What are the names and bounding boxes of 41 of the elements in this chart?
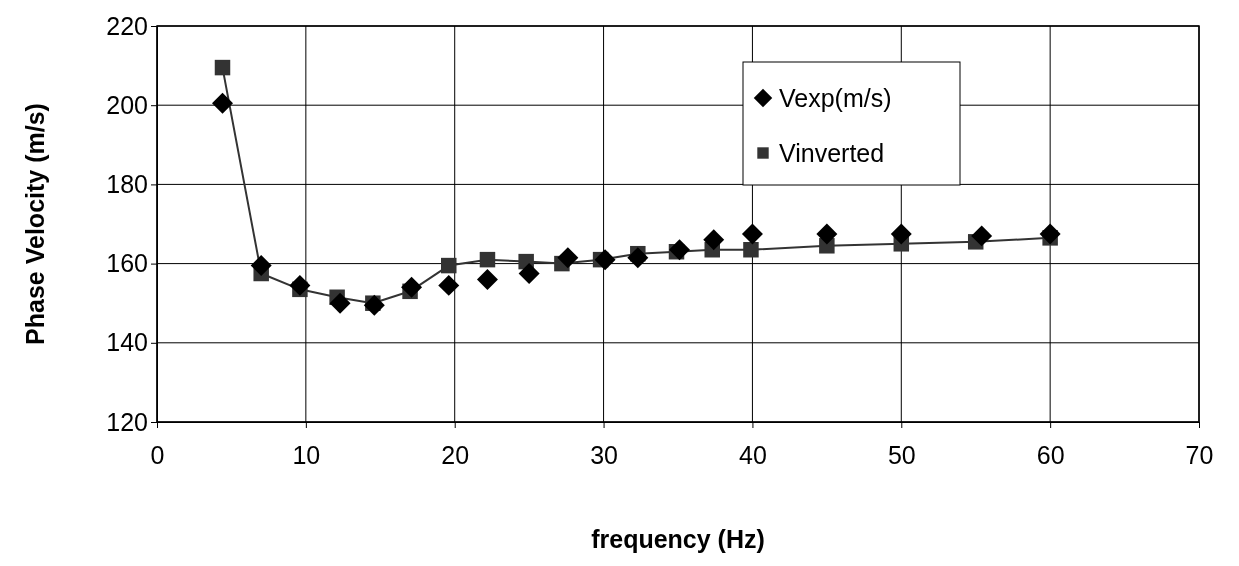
legend-label: Vexp(m/s): [779, 84, 892, 112]
x-tick-label: 30: [590, 440, 618, 469]
y-tick-label: 220: [106, 11, 148, 40]
point: [479, 251, 496, 268]
point: [743, 241, 759, 258]
x-tick-label: 50: [887, 440, 916, 469]
point: [703, 229, 725, 251]
point: [214, 59, 231, 76]
y-tick-label: 180: [106, 169, 148, 198]
x-tick-label: 60: [1036, 440, 1065, 469]
y-axis-title: Phase Velocity (m/s): [21, 103, 49, 345]
point: [1039, 223, 1061, 245]
point: [627, 247, 649, 269]
y-tick-label: 120: [106, 407, 148, 436]
point: [329, 292, 351, 314]
point: [741, 223, 763, 245]
x-axis-title: frequency (Hz): [591, 525, 765, 553]
point: [518, 263, 540, 284]
point: [250, 255, 272, 277]
point: [557, 247, 579, 269]
y-tick-label: 200: [106, 90, 148, 119]
point: [476, 268, 498, 290]
point: [438, 274, 460, 296]
point: [401, 276, 423, 298]
y-tick-label: 140: [106, 328, 148, 357]
x-tick-label: 10: [292, 440, 321, 469]
point: [441, 257, 457, 274]
point: [363, 294, 385, 316]
legend-label: Vinverted: [779, 139, 885, 167]
point: [669, 239, 690, 261]
point: [971, 225, 993, 247]
point: [289, 274, 311, 296]
x-tick-label: 40: [739, 440, 767, 469]
x-tick-label: 70: [1185, 440, 1214, 469]
point: [890, 223, 912, 245]
point: [816, 223, 838, 245]
point: [212, 92, 233, 114]
x-tick-label: 0: [150, 440, 165, 469]
point: [594, 249, 616, 271]
x-tick-label: 20: [441, 440, 470, 469]
y-tick-label: 160: [106, 249, 148, 278]
